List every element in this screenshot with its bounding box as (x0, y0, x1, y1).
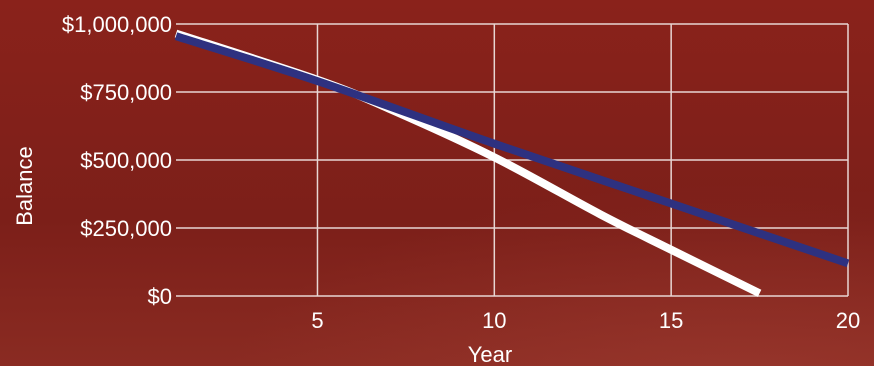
y-tick-label: $250,000 (80, 216, 172, 241)
x-tick-label: 20 (836, 308, 860, 333)
x-tick-labels: 5 10 15 20 (311, 308, 860, 333)
series-line-blue (174, 32, 850, 268)
grid (176, 23, 849, 297)
y-tick-labels: $0 $250,000 $500,000 $750,000 $1,000,000 (62, 12, 172, 309)
y-tick-label: $750,000 (80, 80, 172, 105)
x-tick-label: 10 (482, 308, 506, 333)
x-tick-label: 15 (659, 308, 683, 333)
y-axis-title: Balance (12, 146, 37, 226)
y-tick-label: $0 (148, 284, 172, 309)
x-tick-label: 5 (311, 308, 323, 333)
y-tick-label: $1,000,000 (62, 12, 172, 37)
y-tick-label: $500,000 (80, 148, 172, 173)
series-layer (174, 29, 850, 297)
x-axis-title: Year (468, 342, 512, 366)
